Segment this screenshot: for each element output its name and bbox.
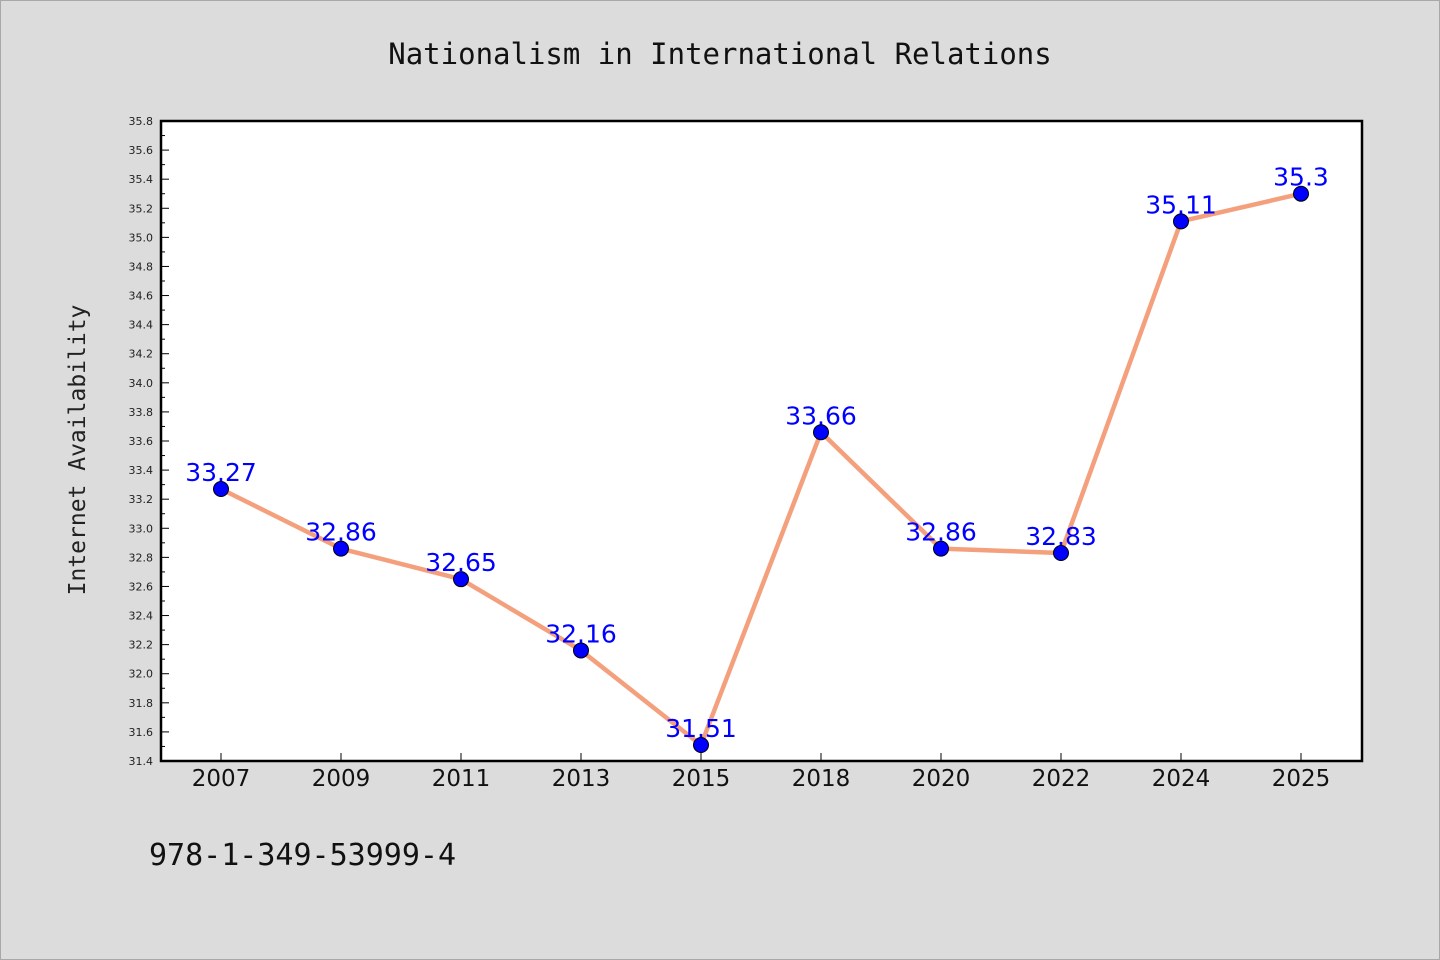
y-tick-label: 35.4 <box>129 173 154 186</box>
data-label: 31.51 <box>665 714 737 743</box>
data-point <box>813 424 829 441</box>
y-tick-label: 33.8 <box>129 406 154 419</box>
x-tick-label: 2011 <box>432 766 491 792</box>
data-label: 35.3 <box>1273 163 1329 192</box>
y-tick-label: 32.6 <box>129 580 154 593</box>
y-tick-label: 34.0 <box>129 377 154 390</box>
data-point <box>573 642 589 659</box>
y-tick-label: 35.6 <box>129 144 154 157</box>
y-tick-label: 35.8 <box>129 115 154 128</box>
y-tick-label: 31.6 <box>129 726 154 739</box>
data-point <box>693 737 709 753</box>
data-point <box>1293 185 1309 202</box>
x-tick-label: 2009 <box>312 766 371 792</box>
y-tick-label: 34.6 <box>129 290 154 303</box>
x-tick-label: 2020 <box>912 766 971 792</box>
plot-area <box>159 119 1364 763</box>
data-point <box>213 481 229 497</box>
data-label: 33.27 <box>185 458 257 487</box>
y-tick-label: 33.4 <box>129 464 154 477</box>
y-tick-label: 33.2 <box>129 493 154 506</box>
y-tick-label: 35.2 <box>129 202 154 215</box>
chart-title: Nationalism in International Relations <box>388 37 1051 71</box>
x-tick-label: 2025 <box>1272 766 1331 792</box>
x-tick-label: 2015 <box>672 766 731 792</box>
data-point <box>333 540 349 557</box>
data-label: 32.16 <box>545 619 617 648</box>
data-label: 32.86 <box>905 518 977 547</box>
y-tick-label: 31.8 <box>129 697 154 710</box>
y-tick-label: 35.0 <box>129 231 154 244</box>
data-labels: 33.27 32.86 32.65 32.16 31.51 33.66 32.86 32.83… <box>185 163 1329 743</box>
data-label: 32.83 <box>1025 522 1097 551</box>
data-point <box>1173 213 1189 230</box>
x-axis: 2007 2009 2011 2013 2015 2018 2020 2022 2024 2025 <box>192 753 1331 792</box>
x-tick-label: 2022 <box>1032 766 1091 792</box>
x-tick-label: 2007 <box>192 766 251 792</box>
y-tick-label: 33.6 <box>129 435 154 448</box>
y-tick-label: 32.2 <box>129 639 154 652</box>
data-label: 32.65 <box>425 548 497 577</box>
y-tick-label: 32.8 <box>129 551 154 564</box>
y-tick-label: 31.4 <box>129 755 154 768</box>
data-point <box>453 571 469 588</box>
y-axis: 31.4 31.6 31.8 32.0 32.2 32.4 32.6 32.8 33.0 33.2… <box>129 115 169 768</box>
isbn-annotation: 978-1-349-53999-4 <box>149 838 456 873</box>
y-tick-label: 34.4 <box>129 319 154 332</box>
data-label: 32.86 <box>305 518 377 547</box>
y-tick-label: 32.0 <box>129 668 154 681</box>
y-tick-label: 32.4 <box>129 610 154 623</box>
data-point <box>1053 545 1069 561</box>
x-tick-label: 2013 <box>552 766 611 792</box>
y-axis-label: Internet Availability <box>65 305 91 596</box>
x-tick-label: 2024 <box>1152 766 1211 792</box>
series-line <box>219 191 1302 748</box>
data-label: 35.11 <box>1145 190 1217 219</box>
x-tick-label: 2018 <box>792 766 851 792</box>
data-point <box>933 540 949 557</box>
y-tick-label: 34.2 <box>129 348 154 361</box>
data-points <box>213 185 1309 753</box>
y-tick-label: 33.0 <box>129 522 154 535</box>
y-tick-label: 34.8 <box>129 260 154 273</box>
data-label: 33.66 <box>785 401 857 430</box>
